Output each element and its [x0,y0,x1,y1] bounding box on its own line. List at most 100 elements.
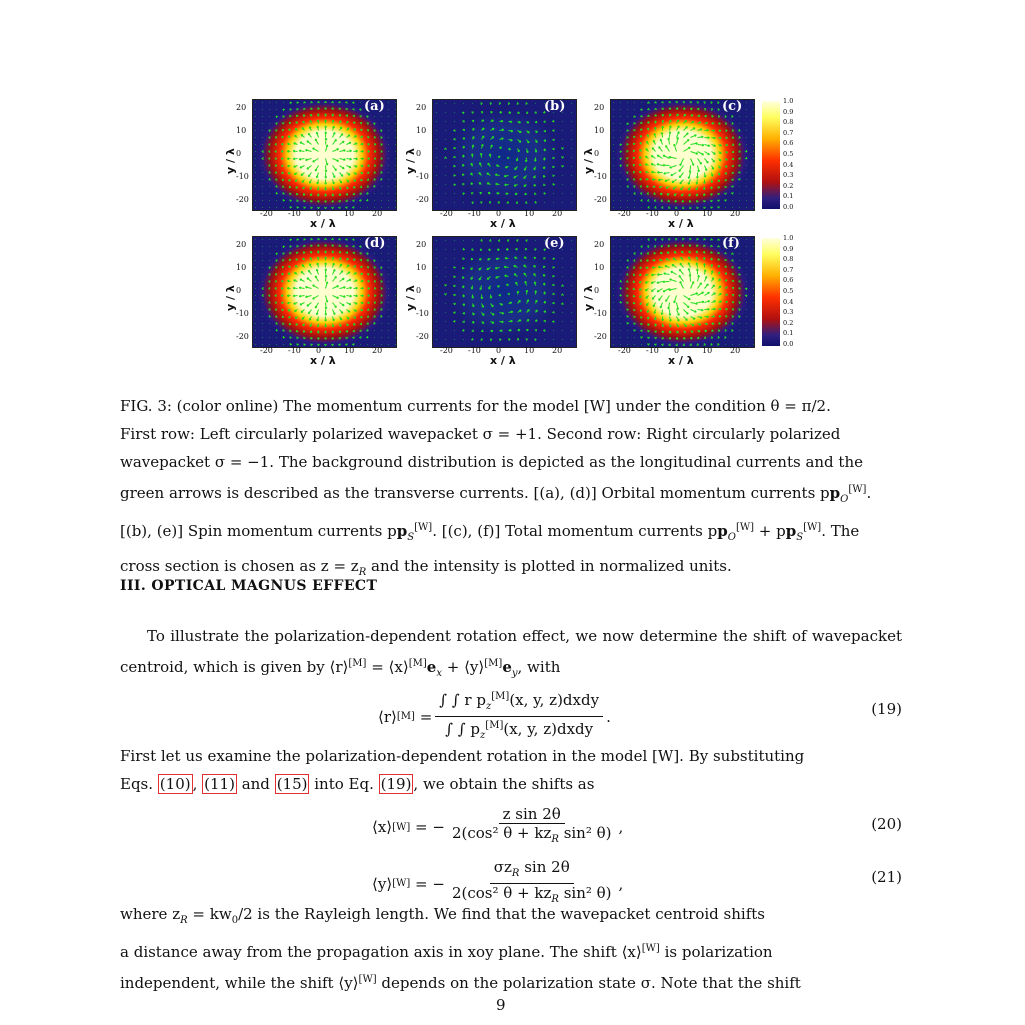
caption-line-2: First row: Left circularly polarized wav… [120,425,841,443]
y-tick-label: -20 [594,332,607,341]
panel-d: (d) [252,236,397,348]
y-tick-label: -10 [416,172,429,181]
colorbar-tick-label: 0.2 [783,181,794,190]
x-tick-label: -20 [260,209,273,218]
x-axis-label: x / λ [490,354,516,367]
ref-eq-10[interactable]: (10) [157,774,193,794]
colorbar-tick-label: 0.6 [783,139,794,148]
y-tick-label: 0 [416,149,422,158]
ref-eq-19[interactable]: (19) [378,774,414,794]
panel-plot [252,236,397,348]
y-axis-label: y / λ [224,285,237,311]
y-tick-label: -10 [594,172,607,181]
x-axis-label: x / λ [668,354,694,367]
y-tick-label: 10 [236,126,247,135]
y-axis-label: y / λ [404,148,417,174]
caption-line-4: green arrows is described as the transve… [120,484,872,505]
y-tick-label: 20 [236,103,247,112]
panel-plot [252,99,397,211]
colorbar-tick-label: 0.6 [783,276,794,285]
y-tick-label: 0 [594,149,600,158]
panel-label: (f) [722,236,740,251]
colorbar [762,101,780,209]
colorbar-tick-label: 0.8 [783,118,794,127]
x-tick-label: 0 [316,346,322,355]
panel-a: (a) [252,99,397,211]
y-axis-label: y / λ [582,285,595,311]
x-tick-label: 0 [496,346,502,355]
colorbar [762,238,780,346]
colorbar-tick-label: 0.8 [783,255,794,264]
ref-eq-11[interactable]: (11) [202,774,237,794]
page-number: 9 [496,996,506,1014]
panel-label: (c) [722,99,743,114]
y-tick-label: -10 [236,309,249,318]
y-tick-label: 0 [236,286,242,295]
panel-plot [432,99,577,211]
x-tick-label: 20 [372,346,383,355]
y-tick-label: -20 [594,195,607,204]
y-tick-label: 0 [236,149,242,158]
x-tick-label: 20 [552,346,563,355]
y-tick-label: -20 [236,195,249,204]
x-tick-label: -10 [468,209,481,218]
colorbar-tick-label: 0.3 [783,171,794,180]
y-tick-label: -20 [416,195,429,204]
y-tick-label: 20 [594,240,605,249]
caption-line-5: [(b), (e)] Spin momentum currents ppS[W]… [120,522,860,543]
paragraph-substitution: First let us examine the polarization-de… [120,747,805,794]
y-tick-label: -10 [594,309,607,318]
y-axis-label: y / λ [224,148,237,174]
equation-number: (21) [871,868,902,886]
colorbar-tick-label: 0.1 [783,329,794,338]
equation-19: ⟨r⟩ [M] = ∫ ∫ r pz[M](x, y, z)dxdy ∫ ∫ pz… [120,688,902,741]
x-tick-label: -10 [288,346,301,355]
y-tick-label: 20 [416,240,427,249]
ref-eq-15[interactable]: (15) [274,774,310,794]
panel-label: (b) [544,99,566,114]
equation-number: (20) [871,815,902,833]
y-tick-label: 0 [594,286,600,295]
figure-caption: FIG. 3: (color online) The momentum curr… [120,392,902,587]
colorbar-tick-label: 0.5 [783,150,794,158]
panel-label: (e) [544,236,565,251]
y-tick-label: 10 [594,263,605,272]
y-axis-label: y / λ [582,148,595,174]
x-axis-label: x / λ [668,217,694,230]
x-tick-label: -20 [618,209,631,218]
x-tick-label: 10 [702,209,713,218]
panel-plot [610,99,755,211]
caption-line-3: wavepacket σ = −1. The background distri… [120,453,863,471]
x-tick-label: 10 [344,209,355,218]
y-tick-label: 0 [416,286,422,295]
colorbar-tick-label: 0.4 [783,297,794,306]
colorbar-tick-label: 0.9 [783,107,794,116]
y-tick-label: 20 [416,103,427,112]
y-tick-label: -20 [236,332,249,341]
x-tick-label: -10 [288,209,301,218]
x-axis-label: x / λ [310,354,336,367]
x-axis-label: x / λ [310,217,336,230]
x-tick-label: 20 [730,209,741,218]
x-tick-label: 20 [372,209,383,218]
x-tick-label: -20 [618,346,631,355]
colorbar [762,101,780,213]
y-tick-label: -20 [416,332,429,341]
equation-21: ⟨y⟩ [W] = − σzR sin 2θ 2(cos² θ + kzR sin… [372,858,902,905]
x-tick-label: 0 [674,346,680,355]
colorbar [762,238,780,350]
y-tick-label: 10 [416,263,427,272]
colorbar-tick-label: 0.4 [783,160,794,169]
panel-b: (b) [432,99,577,211]
panel-plot [432,236,577,348]
y-tick-label: 10 [236,263,247,272]
paragraph-rayleigh: where zR = kw0/2 is the Rayleigh length.… [120,905,801,992]
panel-c: (c) [610,99,755,211]
section-heading: III. OPTICAL MAGNUS EFFECT [120,578,378,594]
x-tick-label: -20 [260,346,273,355]
x-tick-label: 0 [496,209,502,218]
x-tick-label: 20 [552,209,563,218]
colorbar-tick-label: 0.0 [783,203,794,211]
x-tick-label: -10 [646,346,659,355]
